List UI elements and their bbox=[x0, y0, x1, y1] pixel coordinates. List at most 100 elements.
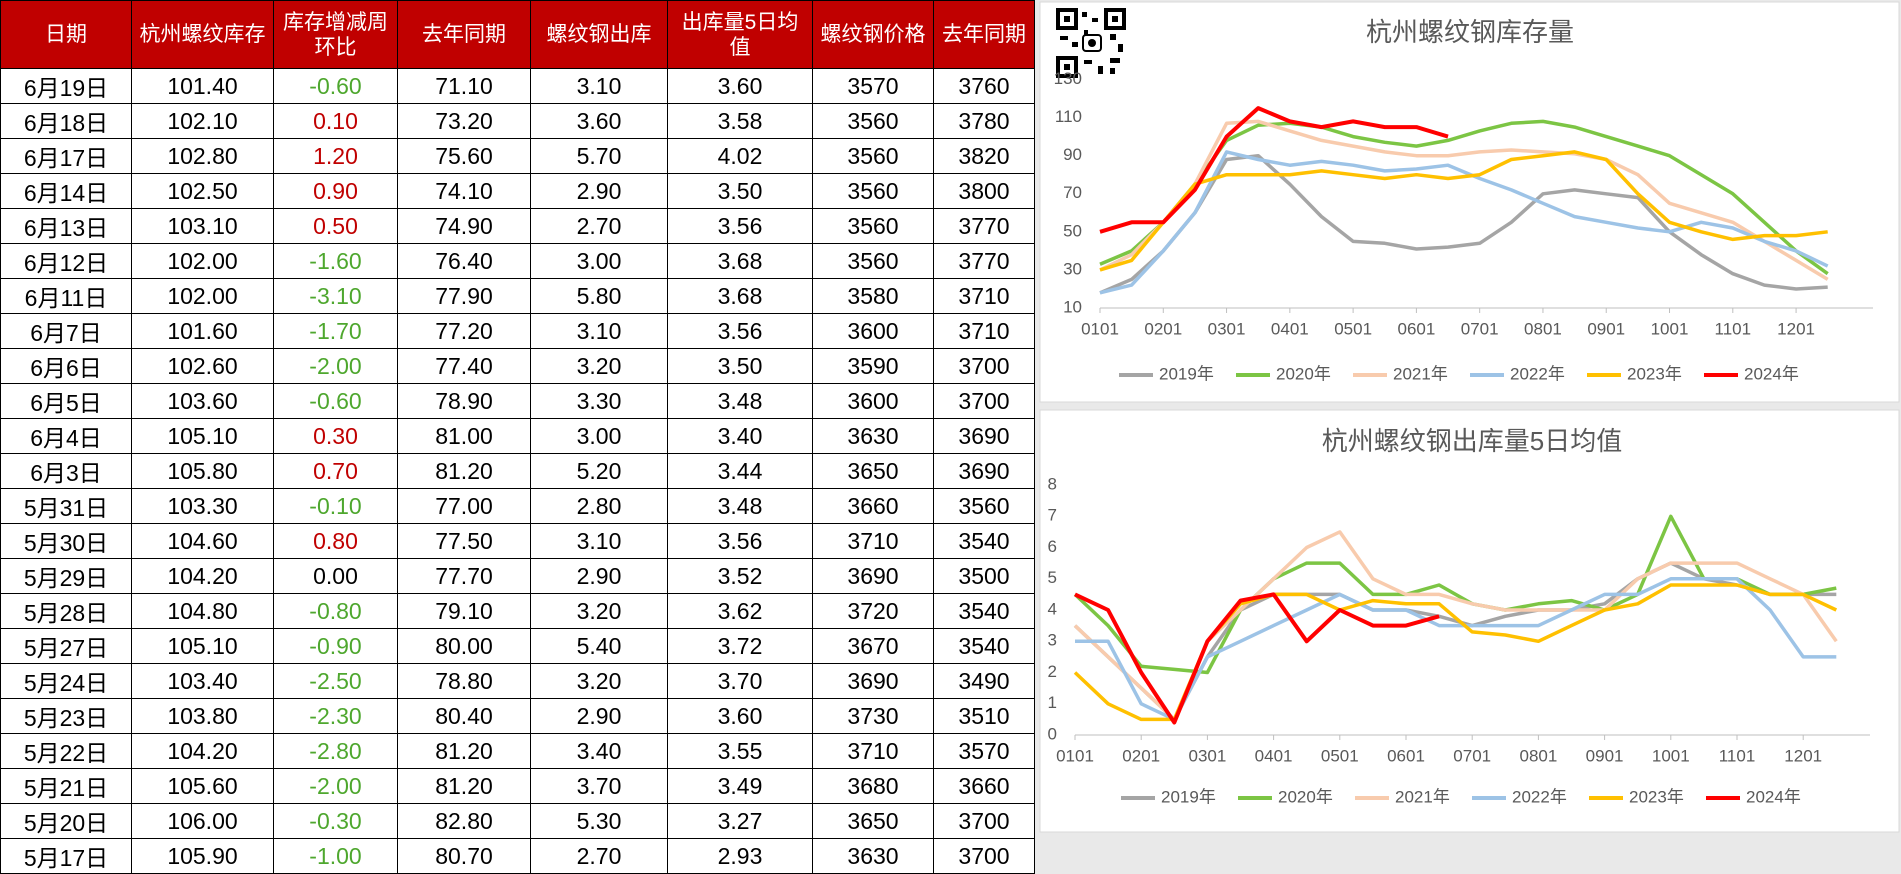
series-line bbox=[1074, 592, 1440, 725]
table-cell: 3560 bbox=[812, 138, 934, 174]
table-cell: 4.02 bbox=[667, 138, 813, 174]
chart-title: 杭州螺纹钢出库量5日均值 bbox=[1322, 426, 1622, 456]
series-line bbox=[1099, 153, 1828, 295]
table-cell: 3.00 bbox=[530, 418, 668, 454]
header-cell: 出库量5日均值 bbox=[667, 0, 813, 69]
table-cell: 80.00 bbox=[397, 628, 531, 664]
table-cell: 73.20 bbox=[397, 103, 531, 139]
x-tick-label: 1001 bbox=[1651, 319, 1689, 338]
y-tick-label: 70 bbox=[1063, 183, 1082, 202]
legend: 2019年 2020年 2021年 2022年 2023年 2024年 bbox=[1121, 787, 1801, 806]
table-cell: 78.80 bbox=[397, 663, 531, 699]
y-tick-label: 4 bbox=[1048, 599, 1057, 618]
table-cell: 101.40 bbox=[131, 68, 274, 104]
table-cell: 77.40 bbox=[397, 348, 531, 384]
qr-code bbox=[1056, 8, 1126, 78]
table-row: 6月3日 105.80 0.70 81.20 5.20 3.44 3650 3690 bbox=[0, 453, 1035, 489]
table-cell: 6月5日 bbox=[0, 383, 132, 419]
table-cell: 75.60 bbox=[397, 138, 531, 174]
table-cell: 81.20 bbox=[397, 768, 531, 804]
legend-label: 2024年 bbox=[1746, 787, 1801, 806]
table-cell: 5月20日 bbox=[0, 803, 132, 839]
table-cell: 5月24日 bbox=[0, 663, 132, 699]
table-cell: 5.20 bbox=[530, 453, 668, 489]
table-cell: -0.80 bbox=[273, 593, 398, 629]
table-cell: 78.90 bbox=[397, 383, 531, 419]
table-cell: 3710 bbox=[812, 733, 934, 769]
table-cell: 3.10 bbox=[530, 313, 668, 349]
table-cell: 3.20 bbox=[530, 348, 668, 384]
table-cell: 102.60 bbox=[131, 348, 274, 384]
table-cell: 3700 bbox=[933, 838, 1035, 874]
table-cell: 3.20 bbox=[530, 663, 668, 699]
table-row: 5月23日 103.80 -2.30 80.40 2.90 3.60 3730 3510 bbox=[0, 698, 1035, 734]
y-tick-label: 130 bbox=[1054, 69, 1082, 88]
table-cell: 3690 bbox=[812, 558, 934, 594]
legend-label: 2023年 bbox=[1627, 364, 1682, 383]
x-tick-label: 0601 bbox=[1397, 319, 1435, 338]
table-row: 5月27日 105.10 -0.90 80.00 5.40 3.72 3670 3540 bbox=[0, 628, 1035, 664]
table-cell: 103.40 bbox=[131, 663, 274, 699]
table-cell: 3.27 bbox=[667, 803, 813, 839]
table-cell: 3.55 bbox=[667, 733, 813, 769]
table-cell: 3560 bbox=[812, 208, 934, 244]
table-cell: 5月22日 bbox=[0, 733, 132, 769]
table-cell: 3690 bbox=[933, 453, 1035, 489]
table-cell: 6月13日 bbox=[0, 208, 132, 244]
table-cell: -1.70 bbox=[273, 313, 398, 349]
table-cell: 77.20 bbox=[397, 313, 531, 349]
table-cell: 104.60 bbox=[131, 523, 274, 559]
x-tick-label: 0601 bbox=[1387, 746, 1425, 765]
x-tick-label: 0701 bbox=[1461, 319, 1499, 338]
table-cell: 102.50 bbox=[131, 173, 274, 209]
x-tick-label: 0701 bbox=[1453, 746, 1491, 765]
table-cell: 3730 bbox=[812, 698, 934, 734]
legend-label: 2021年 bbox=[1393, 364, 1448, 383]
legend-label: 2019年 bbox=[1161, 787, 1216, 806]
table-cell: -0.60 bbox=[273, 68, 398, 104]
y-tick-label: 50 bbox=[1063, 221, 1082, 240]
table-cell: 3.50 bbox=[667, 173, 813, 209]
y-tick-label: 7 bbox=[1048, 506, 1057, 525]
table-cell: -2.80 bbox=[273, 733, 398, 769]
y-tick-label: 3 bbox=[1048, 631, 1057, 650]
table-cell: 3.48 bbox=[667, 383, 813, 419]
table-cell: 5月29日 bbox=[0, 558, 132, 594]
y-tick-label: 10 bbox=[1063, 297, 1082, 316]
table-cell: 3.44 bbox=[667, 453, 813, 489]
table-cell: 102.00 bbox=[131, 278, 274, 314]
table-cell: 101.60 bbox=[131, 313, 274, 349]
table-cell: 2.70 bbox=[530, 838, 668, 874]
table-cell: 3800 bbox=[933, 173, 1035, 209]
legend: 2019年 2020年 2021年 2022年 2023年 2024年 bbox=[1119, 364, 1799, 383]
table-cell: 79.10 bbox=[397, 593, 531, 629]
table-cell: 5月27日 bbox=[0, 628, 132, 664]
header-cell: 螺纹钢出库 bbox=[530, 0, 668, 69]
x-tick-label: 0801 bbox=[1519, 746, 1557, 765]
table-cell: 3.68 bbox=[667, 278, 813, 314]
series-line bbox=[1099, 150, 1829, 295]
legend-label: 2021年 bbox=[1395, 787, 1450, 806]
data-table: 日期 杭州螺纹库存 库存增减周环比 去年同期 螺纹钢出库 出库量5日均值 螺纹钢价格 去年同期… bbox=[0, 0, 1035, 874]
table-cell: 3560 bbox=[812, 173, 934, 209]
table-row: 5月24日 103.40 -2.50 78.80 3.20 3.70 3690 3490 bbox=[0, 663, 1035, 699]
table-cell: 3.40 bbox=[530, 733, 668, 769]
legend-label: 2022年 bbox=[1510, 364, 1565, 383]
table-cell: 3630 bbox=[812, 838, 934, 874]
header-cell: 杭州螺纹库存 bbox=[131, 0, 274, 69]
table-cell: 6月4日 bbox=[0, 418, 132, 454]
table-cell: 6月14日 bbox=[0, 173, 132, 209]
y-tick-label: 1 bbox=[1048, 693, 1057, 712]
y-tick-label: 8 bbox=[1048, 474, 1057, 493]
table-cell: 3690 bbox=[812, 663, 934, 699]
table-cell: -0.60 bbox=[273, 383, 398, 419]
x-tick-label: 0201 bbox=[1122, 746, 1160, 765]
table-cell: 3670 bbox=[812, 628, 934, 664]
table-cell: 2.93 bbox=[667, 838, 813, 874]
table-cell: 102.10 bbox=[131, 103, 274, 139]
table-cell: -2.50 bbox=[273, 663, 398, 699]
table-cell: 3650 bbox=[812, 803, 934, 839]
table-cell: 3700 bbox=[933, 348, 1035, 384]
x-tick-label: 0501 bbox=[1334, 319, 1372, 338]
chart-title: 杭州螺纹钢库存量 bbox=[1366, 17, 1574, 47]
